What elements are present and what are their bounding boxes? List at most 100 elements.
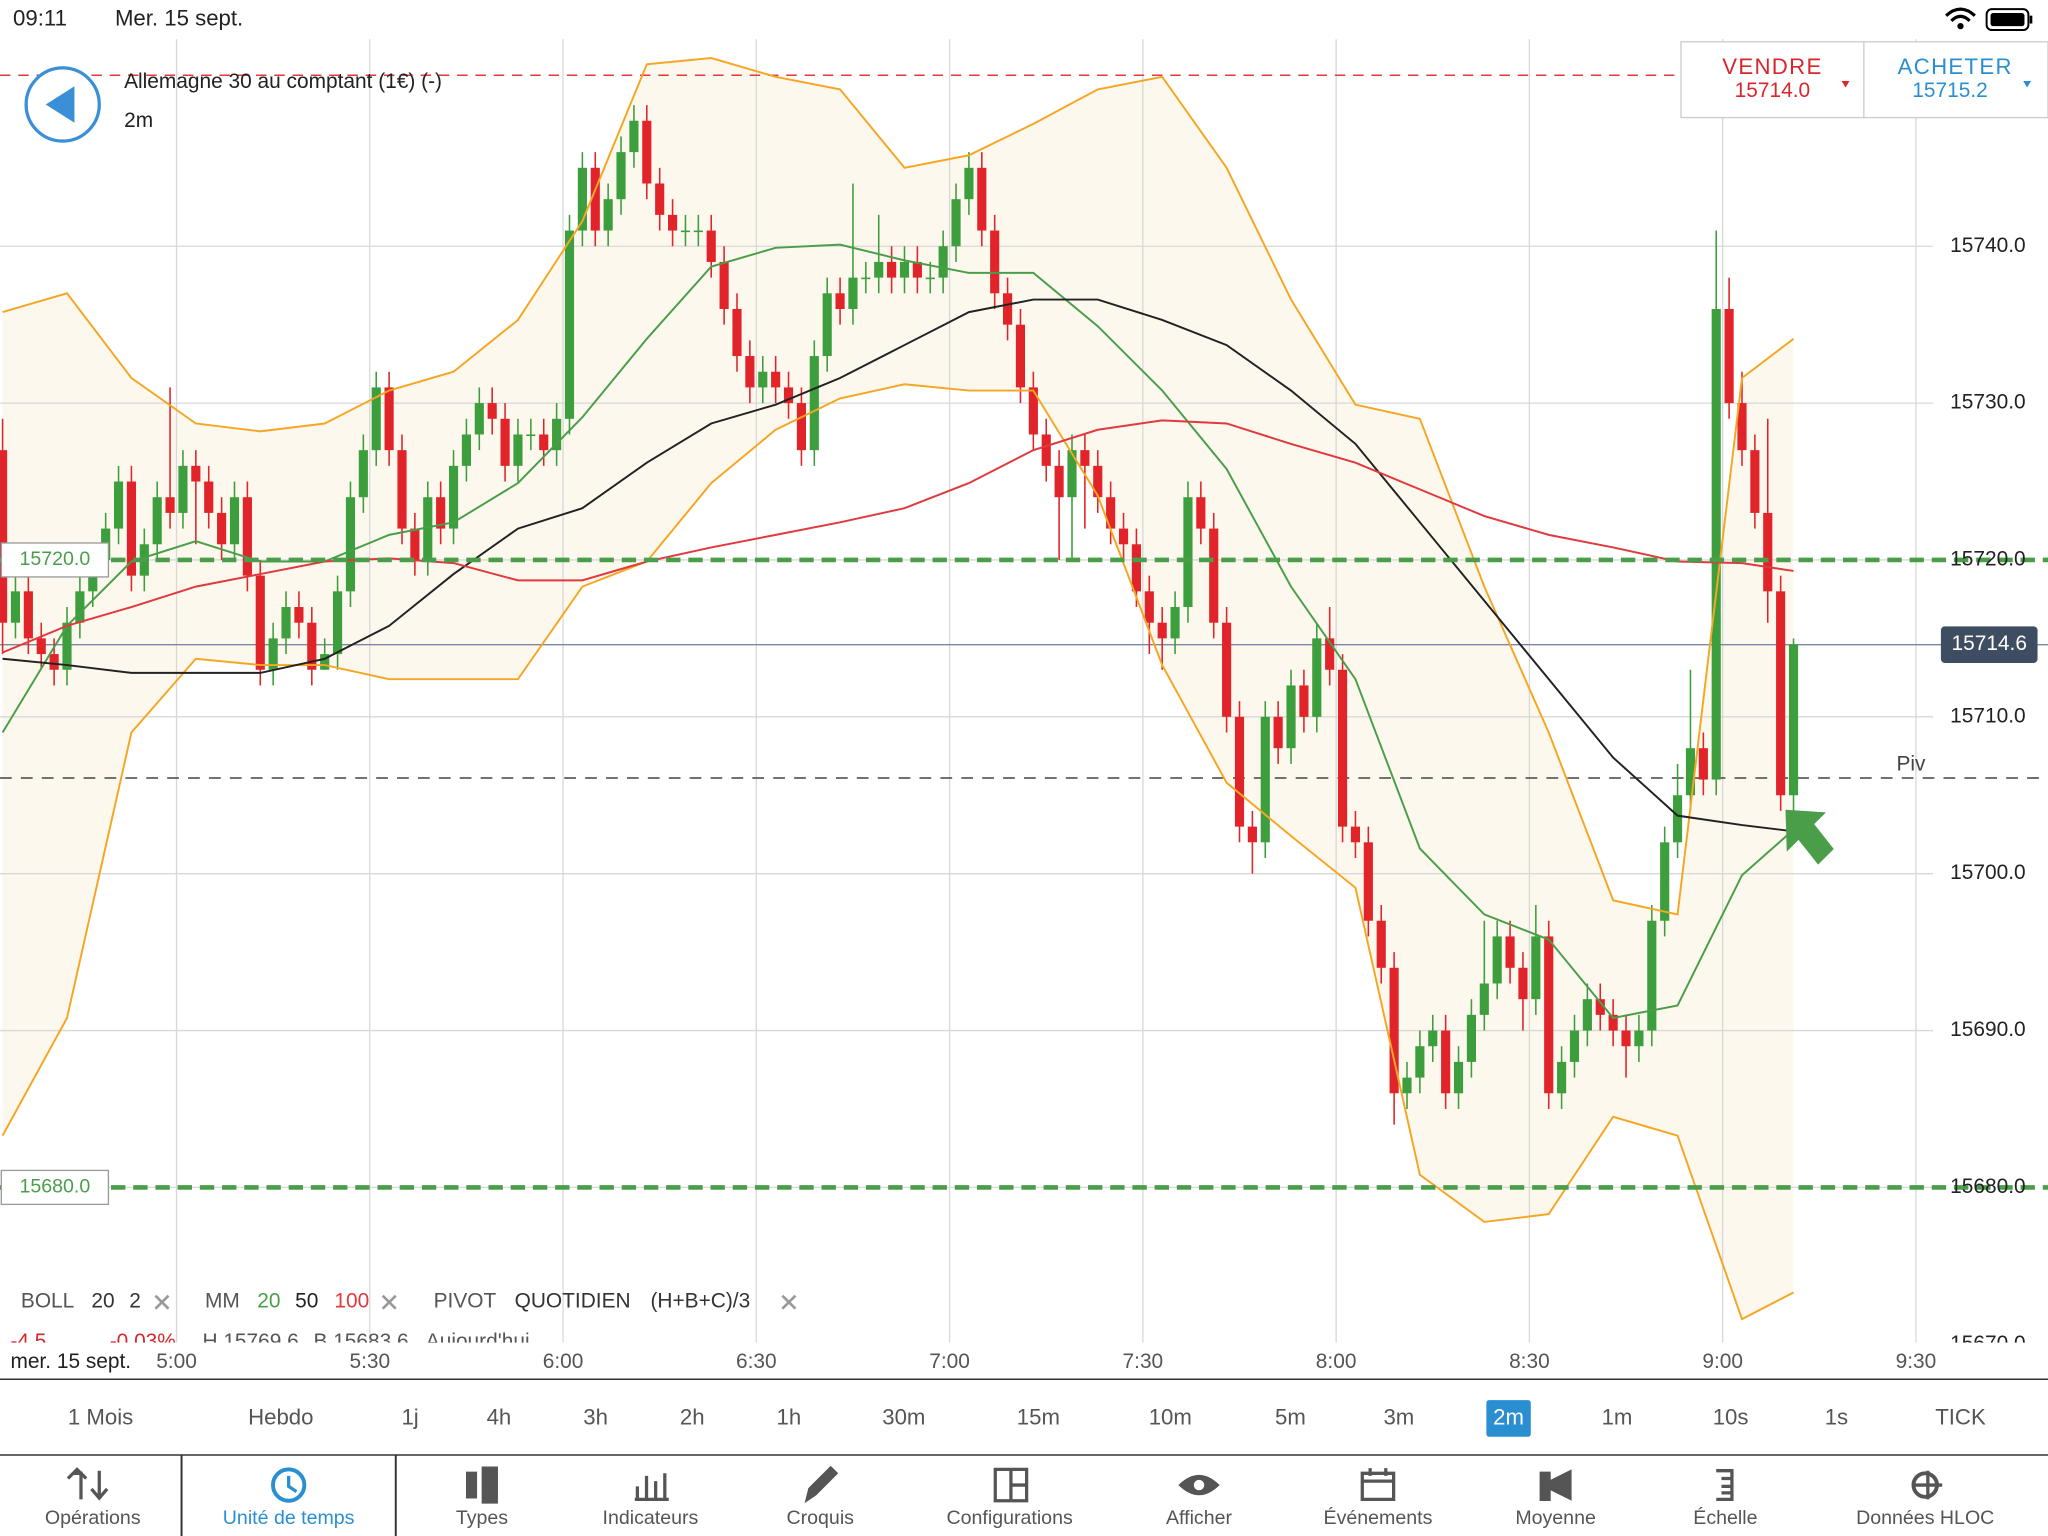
candle-body	[771, 371, 781, 388]
annotation-arrow	[1785, 809, 1834, 865]
timeframe-option[interactable]: 2m	[1493, 1404, 1524, 1429]
timeframe-option[interactable]: 4h	[487, 1404, 512, 1429]
tab-label: Configurations	[947, 1507, 1073, 1529]
timeframe-option[interactable]: 1m	[1602, 1404, 1633, 1429]
tab[interactable]: Échelle	[1693, 1469, 1758, 1529]
candle-body	[113, 481, 124, 529]
candle-body	[1157, 622, 1167, 639]
tab-label: Types	[456, 1507, 508, 1529]
tab-label: Échelle	[1693, 1506, 1757, 1529]
overlay-line	[2, 419, 1794, 654]
candle-body	[835, 293, 845, 309]
tab[interactable]: Croquis	[787, 1465, 855, 1529]
indicator-text: -0.03%	[110, 1330, 176, 1353]
candle-body	[1505, 936, 1515, 968]
indicator-text: 50	[295, 1290, 318, 1313]
tab[interactable]: Afficher	[1166, 1474, 1233, 1530]
timeframe-option[interactable]: 1j	[401, 1404, 418, 1429]
ui-layer: 09:11 Mer. 15 sept. Allemagne 30 au comp…	[0, 5, 2048, 1536]
timeframe-option[interactable]: 1h	[777, 1404, 802, 1429]
candle-body	[500, 418, 510, 466]
tab-icon	[1716, 1469, 1734, 1502]
candle-body	[178, 465, 188, 513]
timeframe-option[interactable]: 10s	[1713, 1404, 1749, 1429]
candle-body	[1260, 716, 1270, 843]
candle-body	[693, 230, 703, 233]
candle-body	[796, 403, 806, 451]
candle-body	[616, 152, 626, 200]
candle-body	[1647, 920, 1657, 1031]
timeframe-option[interactable]: Hebdo	[248, 1404, 313, 1429]
tab[interactable]: Événements	[1324, 1468, 1433, 1529]
remove-icon[interactable]	[781, 1294, 797, 1310]
timeframe-option[interactable]: 10m	[1149, 1404, 1192, 1429]
candle-body	[1234, 716, 1245, 827]
tab[interactable]: Données HLOC	[1856, 1470, 1994, 1529]
candle-body	[474, 403, 484, 435]
back-button[interactable]	[24, 66, 101, 143]
timeframe-option[interactable]: TICK	[1935, 1404, 1986, 1429]
buy-button[interactable]: ACHETER 15715.2	[1898, 54, 2032, 102]
indicator-text: BOLL	[21, 1290, 74, 1313]
candle-body	[1518, 967, 1528, 1000]
tab[interactable]: Opérations	[45, 1467, 141, 1529]
candle-body	[1415, 1046, 1425, 1078]
candle-body	[1054, 465, 1064, 498]
sell-button[interactable]: VENDRE 15714.0	[1722, 54, 1850, 102]
y-tick-label: 15710.0	[1950, 704, 2025, 727]
status-date: Mer. 15 sept.	[115, 5, 243, 30]
candle-body	[655, 183, 665, 215]
last-price-box	[1940, 626, 2038, 663]
x-tick-label: 6:00	[543, 1350, 584, 1373]
candle-body	[861, 277, 871, 280]
tab[interactable]: Unité de temps	[180, 1455, 397, 1536]
candle-body	[49, 654, 59, 670]
candle-body	[255, 575, 265, 670]
x-tick-label: 7:00	[929, 1350, 970, 1373]
candle-body	[1144, 591, 1154, 623]
bottom-panel	[0, 1342, 2048, 1536]
x-tick-label: 9:30	[1896, 1350, 1937, 1373]
tab[interactable]: Types	[456, 1466, 508, 1529]
x-tick-label: 8:00	[1316, 1350, 1357, 1373]
timeframe-option[interactable]: 3h	[583, 1404, 608, 1429]
timeframe-option[interactable]: 1s	[1825, 1404, 1848, 1429]
timeframe-option[interactable]: 30m	[882, 1404, 925, 1429]
tab[interactable]: Moyenne	[1515, 1469, 1596, 1529]
candle-body	[848, 277, 858, 309]
candle-body	[1788, 644, 1799, 796]
x-tick-label: 5:30	[349, 1350, 390, 1373]
interval-label: 2m	[124, 109, 153, 132]
candle-body	[552, 418, 562, 451]
tab-label: Indicateurs	[603, 1507, 699, 1529]
timeframe-option[interactable]: 5m	[1275, 1404, 1306, 1429]
candle-body	[242, 497, 252, 576]
candle-body	[874, 261, 884, 278]
tab-icon	[804, 1465, 839, 1504]
x-tick-label: 7:30	[1123, 1350, 1164, 1373]
candle-body	[461, 434, 471, 466]
candle-body	[126, 481, 136, 576]
timeframe-option[interactable]: 1 Mois	[68, 1404, 133, 1429]
status-icons	[1945, 7, 2033, 32]
timeframe-option[interactable]: 2h	[680, 1404, 705, 1429]
indicator-text: PIVOT	[434, 1290, 497, 1313]
buy-label: ACHETER	[1898, 54, 2013, 79]
candle-body	[397, 450, 407, 529]
timeframe-option[interactable]: 15m	[1017, 1404, 1060, 1429]
tab[interactable]: Configurations	[947, 1467, 1073, 1529]
tab[interactable]: Indicateurs	[603, 1473, 699, 1529]
timeframe-option[interactable]: 3m	[1383, 1404, 1414, 1429]
candle-body	[745, 356, 755, 388]
remove-icon[interactable]	[381, 1294, 397, 1310]
candle-body	[0, 450, 8, 623]
candle-body	[732, 308, 742, 357]
remove-icon[interactable]	[154, 1294, 170, 1310]
candle-body	[938, 246, 948, 278]
tab-icon	[1539, 1469, 1572, 1502]
candle-body	[668, 214, 678, 231]
candle-body	[36, 638, 46, 655]
candle-body	[1737, 403, 1747, 451]
pivot-label: Piv	[1896, 752, 1926, 775]
